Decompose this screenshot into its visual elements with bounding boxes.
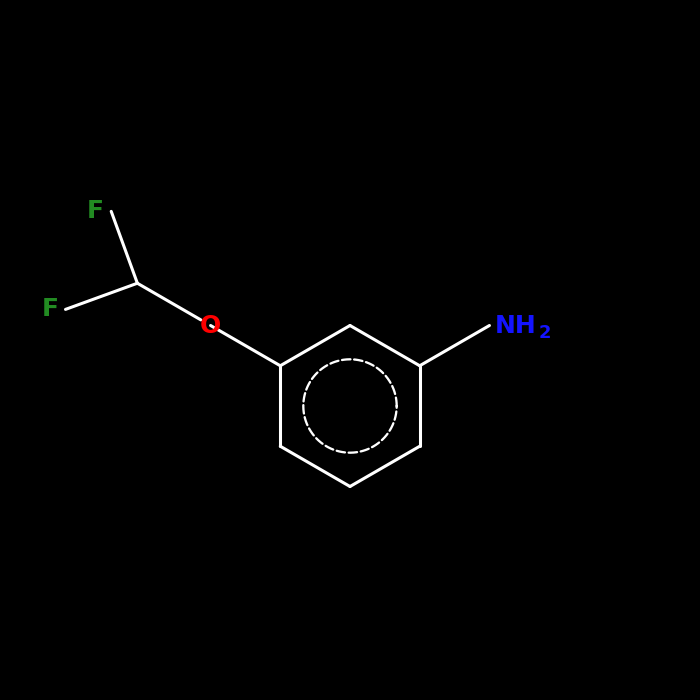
Text: F: F: [41, 298, 59, 321]
Text: NH: NH: [495, 314, 537, 337]
Text: O: O: [200, 314, 221, 337]
Text: F: F: [88, 199, 104, 223]
Text: 2: 2: [538, 323, 551, 342]
